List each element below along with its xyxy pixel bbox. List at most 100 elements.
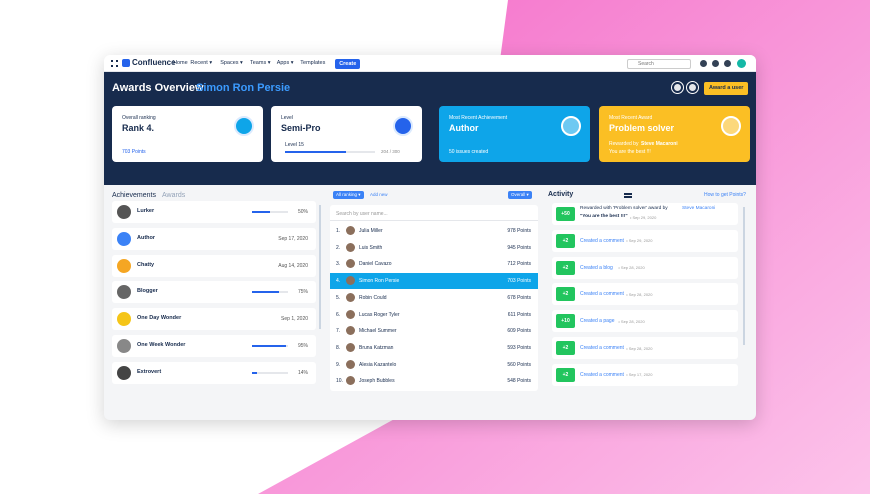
progress-bar <box>252 371 258 374</box>
achievement-name: Lurker <box>137 208 155 214</box>
ranking-row[interactable]: 1. Julia Miller 978 Points <box>330 223 538 239</box>
user-avatar <box>346 292 355 302</box>
add-link[interactable]: Add new <box>370 192 388 197</box>
rank: 4. <box>336 278 341 285</box>
rank: 1. <box>336 228 341 234</box>
progress-label: 75% <box>297 289 308 296</box>
activity-date: • Sep 28, 2020 <box>618 318 645 324</box>
card-sub: Level 15 <box>285 142 304 148</box>
ranking-row[interactable]: 2. Luis Smith 945 Points <box>330 240 538 256</box>
points: 945 Points <box>507 244 531 251</box>
achievement-icon <box>117 312 131 327</box>
user-name: Joseph Bubbles <box>359 378 395 385</box>
card-by: Steve Macaroni <box>641 141 678 147</box>
ranking-row[interactable]: 7. Michael Summer 609 Points <box>330 323 538 339</box>
card-icon <box>561 116 581 136</box>
achievement-name: Extrovert <box>137 368 162 375</box>
card-label: Level <box>281 115 293 121</box>
title: Awards Overview <box>112 82 204 94</box>
user-avatar <box>346 376 355 386</box>
user-name: Michael Summer <box>359 328 397 335</box>
points-badge: +2 <box>556 287 575 302</box>
activity-item: +2 Created a comment • Sep 29, 2020 <box>552 229 738 252</box>
activity-action[interactable]: Created a comment <box>580 237 624 244</box>
achievement-name: One Week Wonder <box>137 342 186 348</box>
ranking-panel: Search by user name... 1. Julia Miller 978 … <box>330 205 538 391</box>
card-value: Rank 4. <box>122 123 155 133</box>
tab[interactable]: Achievements <box>112 192 156 199</box>
ranking-row[interactable]: 6. Lucas Roger Tyler 611 Points <box>330 307 538 323</box>
progress-bar <box>252 291 279 294</box>
progress-track <box>252 211 288 213</box>
ranking-row[interactable]: 5. Robin Could 678 Points <box>330 290 538 306</box>
menu-icon <box>111 60 118 67</box>
achievement-date: Sep 1, 2020 <box>281 316 308 323</box>
card: Level Semi-Pro Level 15 204 / 300 <box>271 106 422 162</box>
nav-item[interactable]: Teams ▾ <box>250 60 271 66</box>
scrollbar <box>743 207 745 345</box>
card: Most Recent Award Problem solver Rewarded … <box>599 106 750 162</box>
search-input[interactable]: Search by user name... <box>330 207 538 221</box>
activity-item: +10 Created a page • Sep 28, 2020 <box>552 310 738 333</box>
user-name: Lucas Roger Tyler <box>359 311 400 318</box>
ranking-row[interactable]: 4. Simon Ron Persie 703 Points <box>330 273 538 290</box>
avatar <box>737 59 746 68</box>
progress-bar <box>285 151 347 153</box>
nav-item[interactable]: Home <box>173 60 188 66</box>
help-link[interactable]: How to get Points? <box>704 192 746 198</box>
header-icon <box>672 82 683 93</box>
achievement-row[interactable]: One Week Wonder 95% <box>112 335 316 357</box>
activity-action[interactable]: Created a comment <box>580 371 624 378</box>
user-avatar <box>346 342 355 352</box>
user-name: Robin Could <box>359 294 387 301</box>
achievement-row[interactable]: Extrovert 14% <box>112 361 316 384</box>
nav-item[interactable]: Recent ▾ <box>190 60 213 66</box>
card-value: Problem solver <box>609 123 675 133</box>
achievement-row[interactable]: Lurker 50% <box>112 201 316 223</box>
ranking-row[interactable]: 9. Alesia Kazantelo 560 Points <box>330 357 538 373</box>
progress-bar <box>252 345 287 347</box>
achievement-row[interactable]: Author Sep 17, 2020 <box>112 227 316 250</box>
points: 678 Points <box>507 294 531 301</box>
card: Most Recent Achievement Author 50 issues c… <box>439 106 590 162</box>
card-footer: 703 Points <box>122 149 146 155</box>
activity-action[interactable]: Created a comment <box>580 345 624 351</box>
activity-by[interactable]: Steve Macaroni <box>682 206 716 211</box>
nav-item[interactable]: Spaces ▾ <box>220 60 243 66</box>
create-button[interactable]: Create <box>335 59 361 69</box>
rank: 7. <box>336 328 341 335</box>
award-button[interactable]: Award a user <box>704 82 749 95</box>
progress-label: 95% <box>297 343 308 349</box>
activity-date: • Sep 17, 2020 <box>626 372 653 378</box>
tab[interactable]: Awards <box>162 192 186 199</box>
activity-action[interactable]: Created a page <box>580 318 615 325</box>
achievement-name: One Day Wonder <box>137 315 182 322</box>
activity-action[interactable]: Created a blog <box>580 264 613 271</box>
rank: 6. <box>336 311 341 318</box>
points: 712 Points <box>507 261 531 268</box>
ranking-row[interactable]: 8. Bruna Katzman 593 Points <box>330 340 538 356</box>
activity-text: Rewarded with 'Problem solver' award by <box>580 206 668 211</box>
filter-button[interactable]: All ranking ▾ <box>333 191 364 199</box>
search-box[interactable]: Search <box>627 59 691 69</box>
sort-button[interactable]: Overall ▾ <box>508 191 532 199</box>
user-avatar <box>346 309 355 319</box>
ranking-row[interactable]: 10. Joseph Bubbles 548 Points <box>330 373 538 389</box>
user-name: Alesia Kazantelo <box>359 361 397 368</box>
achievement-row[interactable]: Chatty Aug 14, 2020 <box>112 254 316 277</box>
activity-date: • Sep 28, 2020 <box>618 265 645 271</box>
achievement-row[interactable]: One Day Wonder Sep 1, 2020 <box>112 308 316 331</box>
activity-action[interactable]: Created a comment <box>580 291 624 298</box>
nav-item[interactable]: Apps ▾ <box>276 60 294 66</box>
ranking-row[interactable]: 3. Daniel Cavazo 712 Points <box>330 256 538 272</box>
points-badge: +2 <box>556 341 575 355</box>
activity-item: +2 Created a blog • Sep 28, 2020 <box>552 256 738 279</box>
nav-item[interactable]: Templates <box>300 60 326 66</box>
card-value: Author <box>449 123 479 133</box>
activity-date: • Sep 29, 2020 <box>630 214 657 220</box>
progress-track <box>252 371 288 374</box>
points-badge: +50 <box>556 207 575 221</box>
achievement-row[interactable]: Blogger 75% <box>112 281 316 304</box>
points: 560 Points <box>507 361 531 368</box>
